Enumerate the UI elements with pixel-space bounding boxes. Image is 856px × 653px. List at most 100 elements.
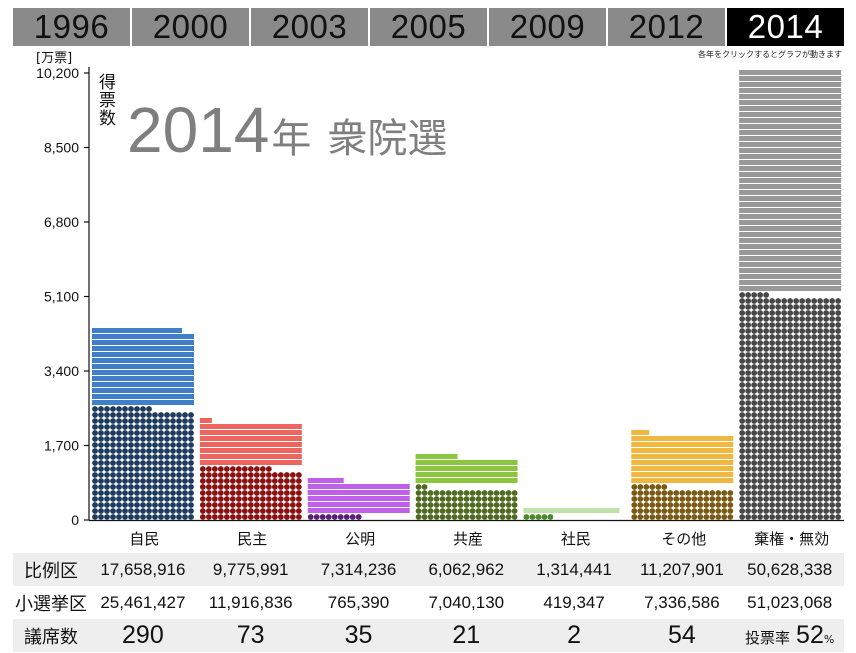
year-tab-2000[interactable]: 2000 [132, 8, 251, 46]
proportional-votes-mark [199, 418, 212, 423]
single-seat-votes-mark [823, 460, 830, 466]
single-seat-votes-mark [152, 502, 158, 508]
single-seat-votes-mark [691, 496, 698, 502]
single-seat-votes-mark [104, 514, 110, 520]
single-seat-votes-mark [793, 400, 800, 406]
proportional-votes-mark [739, 250, 842, 255]
single-seat-votes-mark [799, 334, 806, 340]
single-seat-votes-mark [199, 472, 206, 478]
single-seat-votes-mark [271, 484, 278, 490]
single-seat-votes-mark [745, 346, 752, 352]
single-seat-votes-mark [775, 370, 782, 376]
single-seat-votes-mark [643, 502, 650, 508]
single-seat-votes-mark [823, 364, 830, 370]
single-seat-votes-mark [835, 322, 842, 328]
single-seat-votes-mark [805, 400, 812, 406]
single-seat-votes-mark [751, 364, 758, 370]
single-seat-votes-mark [289, 514, 296, 520]
single-seat-votes-mark [715, 514, 722, 520]
year-tab-1996[interactable]: 1996 [13, 8, 132, 46]
single-seat-votes-mark [188, 508, 194, 514]
y-tick-label: 5,100 [44, 289, 79, 305]
single-seat-votes-mark [697, 502, 704, 508]
single-seat-votes-mark [781, 424, 788, 430]
single-seat-votes-mark [763, 430, 770, 436]
single-seat-votes-mark [787, 496, 794, 502]
single-seat-votes-mark [469, 508, 476, 514]
single-seat-votes-mark [817, 508, 824, 514]
single-seat-votes-mark [158, 466, 164, 472]
single-seat-votes-mark [829, 460, 836, 466]
single-seat-votes-mark [176, 418, 182, 424]
proportional-votes-mark [739, 232, 842, 237]
x-category-label: その他 [661, 530, 706, 548]
single-seat-votes-mark [823, 454, 830, 460]
single-seat-votes-mark [110, 448, 116, 454]
proportional-votes-mark [92, 352, 194, 357]
single-seat-votes-mark [793, 484, 800, 490]
single-seat-votes-mark [116, 472, 122, 478]
proportional-votes-mark [739, 208, 842, 213]
single-seat-votes-mark [188, 448, 194, 454]
year-tab-2014[interactable]: 2014 [727, 8, 844, 46]
single-seat-votes-mark [445, 490, 452, 496]
single-seat-votes-mark [661, 496, 668, 502]
single-seat-votes-mark [679, 508, 686, 514]
single-seat-votes-mark [745, 448, 752, 454]
single-seat-votes-mark [433, 496, 440, 502]
single-seat-votes-mark [128, 406, 134, 412]
single-seat-votes-mark [745, 358, 752, 364]
single-seat-votes-mark [122, 508, 128, 514]
single-seat-votes-mark [110, 406, 116, 412]
single-seat-votes-mark [763, 358, 770, 364]
single-seat-votes-mark [116, 460, 122, 466]
single-seat-votes-mark [259, 514, 266, 520]
proportional-cell: 6,062,962 [428, 559, 505, 579]
single-seat-votes-mark [152, 484, 158, 490]
single-seat-votes-mark [769, 352, 776, 358]
single-seat-votes-mark [721, 496, 728, 502]
single-seat-votes-mark [176, 448, 182, 454]
year-tab-2003[interactable]: 2003 [251, 8, 370, 46]
single-seat-votes-mark [805, 496, 812, 502]
single-seat-votes-mark [835, 376, 842, 382]
single-seat-votes-mark [152, 436, 158, 442]
single-seat-votes-mark [673, 490, 680, 496]
single-seat-votes-mark [775, 388, 782, 394]
single-seat-votes-mark [751, 298, 758, 304]
proportional-votes-mark [92, 376, 194, 381]
single-seat-votes-mark [104, 466, 110, 472]
single-seat-votes-mark [739, 328, 746, 334]
single-seat-votes-mark [823, 430, 830, 436]
single-seat-votes-mark [259, 502, 266, 508]
single-seat-votes-mark [116, 448, 122, 454]
single-seat-votes-mark [92, 478, 98, 484]
single-seat-votes-mark [745, 508, 752, 514]
x-category-label: 棄権・無効 [754, 530, 829, 548]
single-seat-votes-mark [217, 478, 224, 484]
single-seat-votes-mark [817, 430, 824, 436]
single-seat-votes-mark [134, 508, 140, 514]
single-seat-votes-mark [92, 424, 98, 430]
single-seat-votes-mark [745, 394, 752, 400]
year-tab-2012[interactable]: 2012 [608, 8, 727, 46]
single-seat-votes-mark [493, 490, 500, 496]
single-seat-votes-mark [188, 502, 194, 508]
single-seat-votes-mark [811, 442, 818, 448]
single-seat-votes-mark [110, 466, 116, 472]
single-seat-votes-mark [205, 478, 212, 484]
single-seat-votes-mark [158, 508, 164, 514]
single-seat-votes-mark [817, 478, 824, 484]
year-tab-2005[interactable]: 2005 [370, 8, 489, 46]
single-seat-votes-mark [769, 436, 776, 442]
x-category-label: 民主 [237, 530, 267, 548]
single-seat-votes-mark [116, 412, 122, 418]
single-seat-votes-mark [745, 292, 752, 298]
single-seat-votes-mark [805, 340, 812, 346]
single-seat-votes-mark [775, 484, 782, 490]
single-seat-votes-mark [793, 472, 800, 478]
single-seat-votes-mark [271, 472, 278, 478]
single-seat-votes-mark [661, 514, 668, 520]
year-tab-2009[interactable]: 2009 [489, 8, 608, 46]
single-seat-votes-mark [667, 496, 674, 502]
